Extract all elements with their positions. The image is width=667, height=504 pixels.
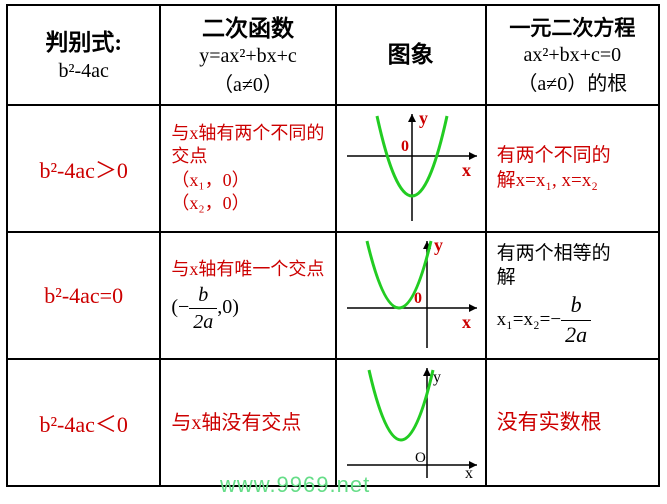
cell-roots-3: 没有实数根 (486, 359, 659, 486)
cell-roots-1: 有两个不同的 解x=x₁, x=x₂ (486, 105, 659, 232)
cell-disc-zero: b²-4ac=0 (7, 232, 160, 359)
row-two-roots: b²-4ac＞0 与x轴有两个不同的交点 （x₁，0） （x₂，0） 0 x y (7, 105, 659, 232)
header-graph-label: 图象 (343, 39, 479, 71)
header-eq-formula: ax²+bx+c=0 (493, 44, 652, 67)
x-label: x (462, 160, 471, 180)
svg-text:x: x (465, 465, 473, 480)
header-discriminant: 判别式: b²-4ac (7, 5, 160, 105)
header-fn-cond: （a≠0） (167, 68, 328, 97)
cell-desc-3: 与x轴没有交点 (160, 359, 335, 486)
row-one-root: b²-4ac=0 与x轴有唯一个交点 (−b2a,0) 0 x y (7, 232, 659, 359)
roots-none: 没有实数根 (493, 409, 652, 436)
desc-two-intersect: 与x轴有两个不同的交点 （x₁，0） （x₂，0） (167, 122, 328, 216)
cell-desc-1: 与x轴有两个不同的交点 （x₁，0） （x₂，0） (160, 105, 335, 232)
origin-label: 0 (401, 138, 409, 155)
vertex-point: (−b2a,0) (171, 296, 239, 318)
header-eq-title: 一元二次方程 (493, 14, 652, 43)
parabola-two-roots: 0 x y (337, 106, 485, 226)
discriminant-table: 判别式: b²-4ac 二次函数 y=ax²+bx+c （a≠0） 图象 一元二… (6, 4, 660, 487)
svg-text:0: 0 (414, 290, 422, 307)
parabola-one-root: 0 x y (337, 233, 485, 353)
y-label: y (419, 108, 428, 128)
watermark: www.9969.net (220, 472, 370, 498)
header-formula: b²-4ac (14, 60, 153, 83)
cell-graph-1: 0 x y (336, 105, 486, 232)
cell-graph-2: 0 x y (336, 232, 486, 359)
cell-graph-3: O x y (336, 359, 486, 486)
header-fn-title: 二次函数 (167, 13, 328, 45)
svg-text:x: x (462, 312, 471, 332)
header-eq-cond: （a≠0）的根 (493, 67, 652, 96)
row-no-roots: b²-4ac＜0 与x轴没有交点 O x y 没有实数根 (7, 359, 659, 486)
cell-disc-negative: b²-4ac＜0 (7, 359, 160, 486)
header-row: 判别式: b²-4ac 二次函数 y=ax²+bx+c （a≠0） 图象 一元二… (7, 5, 659, 105)
roots-equal: 有两个相等的 解 x₁=x₂=−b2a (493, 242, 652, 350)
svg-text:y: y (434, 235, 443, 255)
disc-zero: b²-4ac=0 (14, 283, 153, 309)
header-title: 判别式: (14, 27, 153, 59)
cell-roots-2: 有两个相等的 解 x₁=x₂=−b2a (486, 232, 659, 359)
roots-two-distinct: 有两个不同的 解x=x₁, x=x₂ (493, 144, 652, 193)
svg-text:y: y (433, 369, 441, 386)
roots-equal-formula: x₁=x₂=−b2a (497, 309, 591, 330)
header-equation: 一元二次方程 ax²+bx+c=0 （a≠0）的根 (486, 5, 659, 105)
header-graph: 图象 (336, 5, 486, 105)
disc-positive: b²-4ac＞0 (14, 153, 153, 185)
cell-disc-positive: b²-4ac＞0 (7, 105, 160, 232)
cell-desc-2: 与x轴有唯一个交点 (−b2a,0) (160, 232, 335, 359)
parabola-no-roots: O x y (337, 360, 485, 480)
desc-no-intersect: 与x轴没有交点 (167, 410, 328, 436)
header-fn-formula: y=ax²+bx+c (167, 45, 328, 68)
header-function: 二次函数 y=ax²+bx+c （a≠0） (160, 5, 335, 105)
desc-one-intersect: 与x轴有唯一个交点 (−b2a,0) (167, 256, 328, 335)
disc-negative: b²-4ac＜0 (14, 407, 153, 439)
svg-text:O: O (415, 450, 426, 466)
